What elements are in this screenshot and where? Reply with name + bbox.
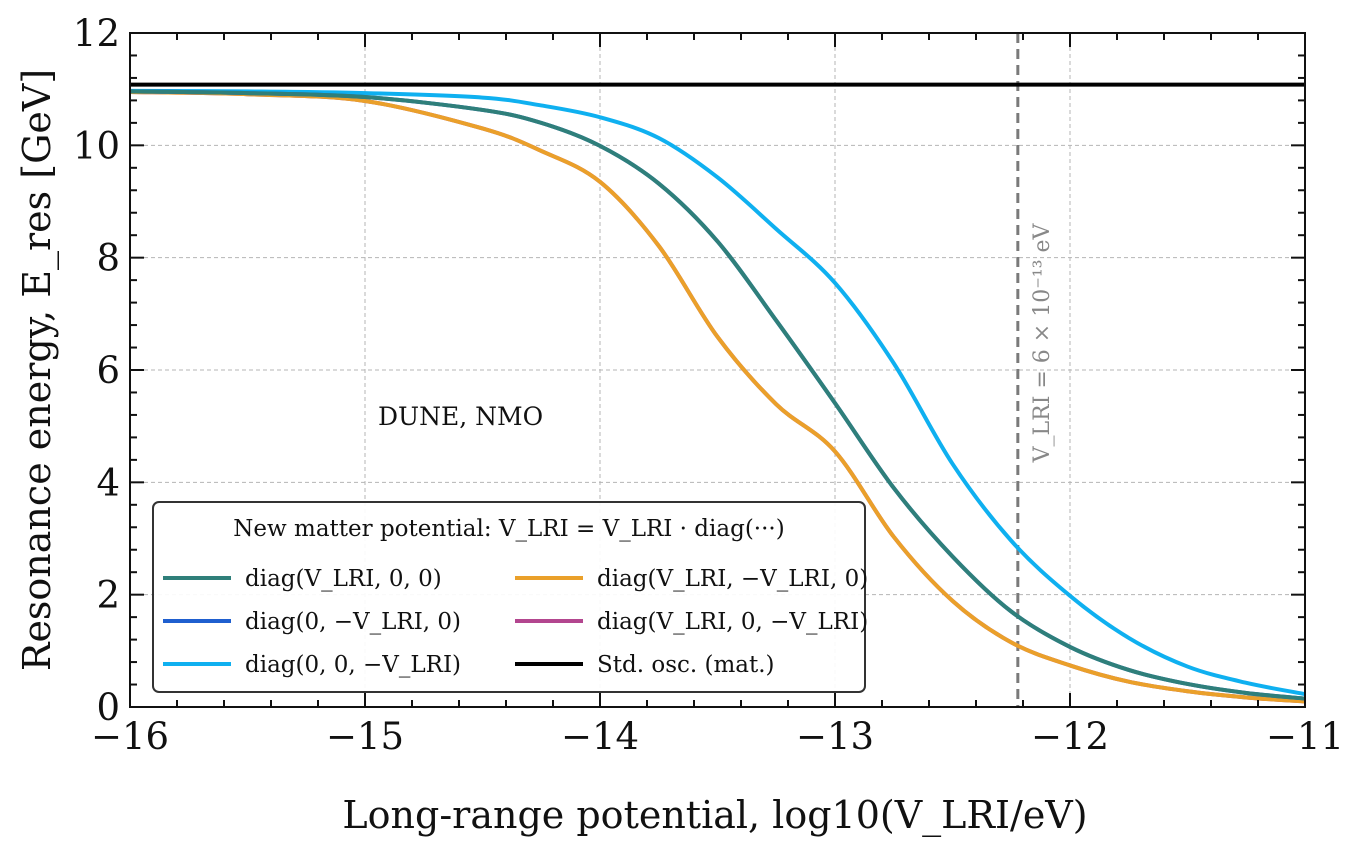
legend-label-2: diag(0, 0, −V_LRI) (245, 652, 461, 678)
y-axis-title: Resonance energy, E_res [GeV] (15, 69, 60, 671)
ticks (129, 32, 1306, 708)
legend-label-4: diag(V_LRI, 0, −V_LRI) (597, 609, 868, 635)
x-tick-label: −15 (326, 715, 404, 758)
series-line-2 (129, 88, 1306, 697)
series-line-3 (129, 89, 1306, 704)
legend-label-5: Std. osc. (mat.) (597, 652, 775, 678)
legend-items: diag(V_LRI, 0, 0) diag(0, −V_LRI, 0) diag(… (163, 566, 868, 678)
y-tick-label: 6 (96, 349, 120, 392)
tick-labels: −16 −15 −14 −13 −12 −11 0 2 4 6 8 10 12 (73, 12, 1344, 758)
x-tick-label: −16 (91, 715, 169, 758)
legend-label-3: diag(V_LRI, −V_LRI, 0) (597, 566, 868, 592)
vertical-line-label: V_LRI = 6 × 10⁻¹³ eV (1030, 223, 1055, 464)
x-tick-label: −13 (796, 715, 874, 758)
x-axis-title: Long-range potential, log10(V_LRI/eV) (342, 793, 1087, 838)
legend-title: New matter potential: V_LRI = V_LRI · di… (233, 516, 784, 542)
x-tick-label: −14 (561, 715, 639, 758)
x-tick-label: −11 (1266, 715, 1344, 758)
y-tick-label: 0 (96, 686, 120, 729)
vertical-line-label-text: V_LRI = 6 × 10⁻¹³ eV (1030, 223, 1055, 464)
legend-label-0: diag(V_LRI, 0, 0) (245, 566, 442, 592)
series-line-0 (129, 89, 1306, 701)
y-tick-label: 8 (96, 237, 120, 280)
legend: New matter potential: V_LRI = V_LRI · di… (152, 501, 868, 693)
x-tick-label: −12 (1031, 715, 1109, 758)
y-tick-label: 4 (96, 461, 120, 504)
y-tick-label: 2 (96, 574, 120, 617)
legend-box (152, 501, 866, 693)
legend-label-1: diag(0, −V_LRI, 0) (245, 609, 461, 635)
y-tick-label: 10 (73, 124, 120, 167)
series-lines (129, 82, 1306, 704)
annotation-dune-nmo: DUNE, NMO (378, 402, 543, 431)
y-tick-label: 12 (73, 12, 120, 55)
